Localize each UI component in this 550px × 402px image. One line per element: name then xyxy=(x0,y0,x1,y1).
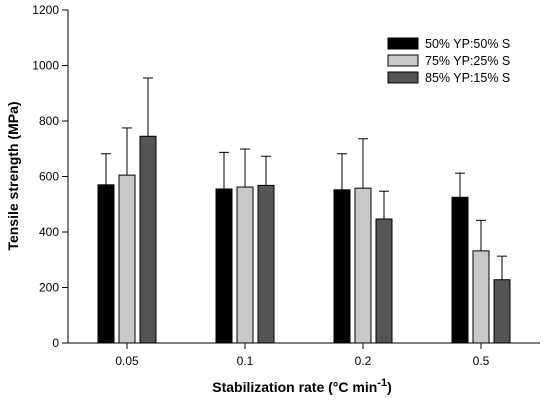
x-tick-label: 0.05 xyxy=(115,354,139,368)
error-bars xyxy=(101,77,507,280)
bar xyxy=(354,187,372,344)
y-tick-label: 1000 xyxy=(32,59,59,73)
y-tick-label: 200 xyxy=(39,281,59,295)
x-tick-label: 0.2 xyxy=(355,354,372,368)
x-axis-title-superscript: -1 xyxy=(377,377,387,389)
x-tick-label: 0.1 xyxy=(237,354,254,368)
bar xyxy=(236,186,254,344)
x-axis-title: Stabilization rate (°C min-1) xyxy=(212,377,392,395)
legend: 50% YP:50% S 75% YP:25% S 85% YP:15% S xyxy=(387,37,510,85)
y-tick-label: 0 xyxy=(52,336,59,350)
bar xyxy=(333,189,351,344)
legend-label: 85% YP:15% S xyxy=(425,71,510,85)
bar xyxy=(451,196,469,344)
x-axis-title-main: Stabilization rate (°C min xyxy=(212,379,377,395)
legend-label: 50% YP:50% S xyxy=(425,37,510,51)
x-axis-title-close: ) xyxy=(387,379,392,395)
legend-swatch xyxy=(387,37,419,50)
bar xyxy=(472,250,490,344)
y-tick-label: 1200 xyxy=(32,3,59,17)
bar xyxy=(118,174,136,344)
bar xyxy=(215,188,233,344)
bar xyxy=(97,184,115,344)
y-tick-label: 600 xyxy=(39,170,59,184)
legend-label: 75% YP:25% S xyxy=(425,54,510,68)
y-axis-title: Tensile strength (MPa) xyxy=(5,101,21,250)
x-tick-label: 0.5 xyxy=(473,354,490,368)
bar xyxy=(493,279,511,344)
bar xyxy=(139,135,157,344)
y-ticks: 0 200 400 600 800 1000 1200 xyxy=(32,3,68,350)
legend-swatch xyxy=(387,71,419,84)
bar xyxy=(375,218,393,344)
bars xyxy=(97,135,511,344)
legend-swatch xyxy=(387,54,419,67)
x-ticks: 0.05 0.1 0.2 0.5 xyxy=(115,343,490,368)
y-tick-label: 400 xyxy=(39,225,59,239)
y-tick-label: 800 xyxy=(39,114,59,128)
bar xyxy=(257,184,275,344)
